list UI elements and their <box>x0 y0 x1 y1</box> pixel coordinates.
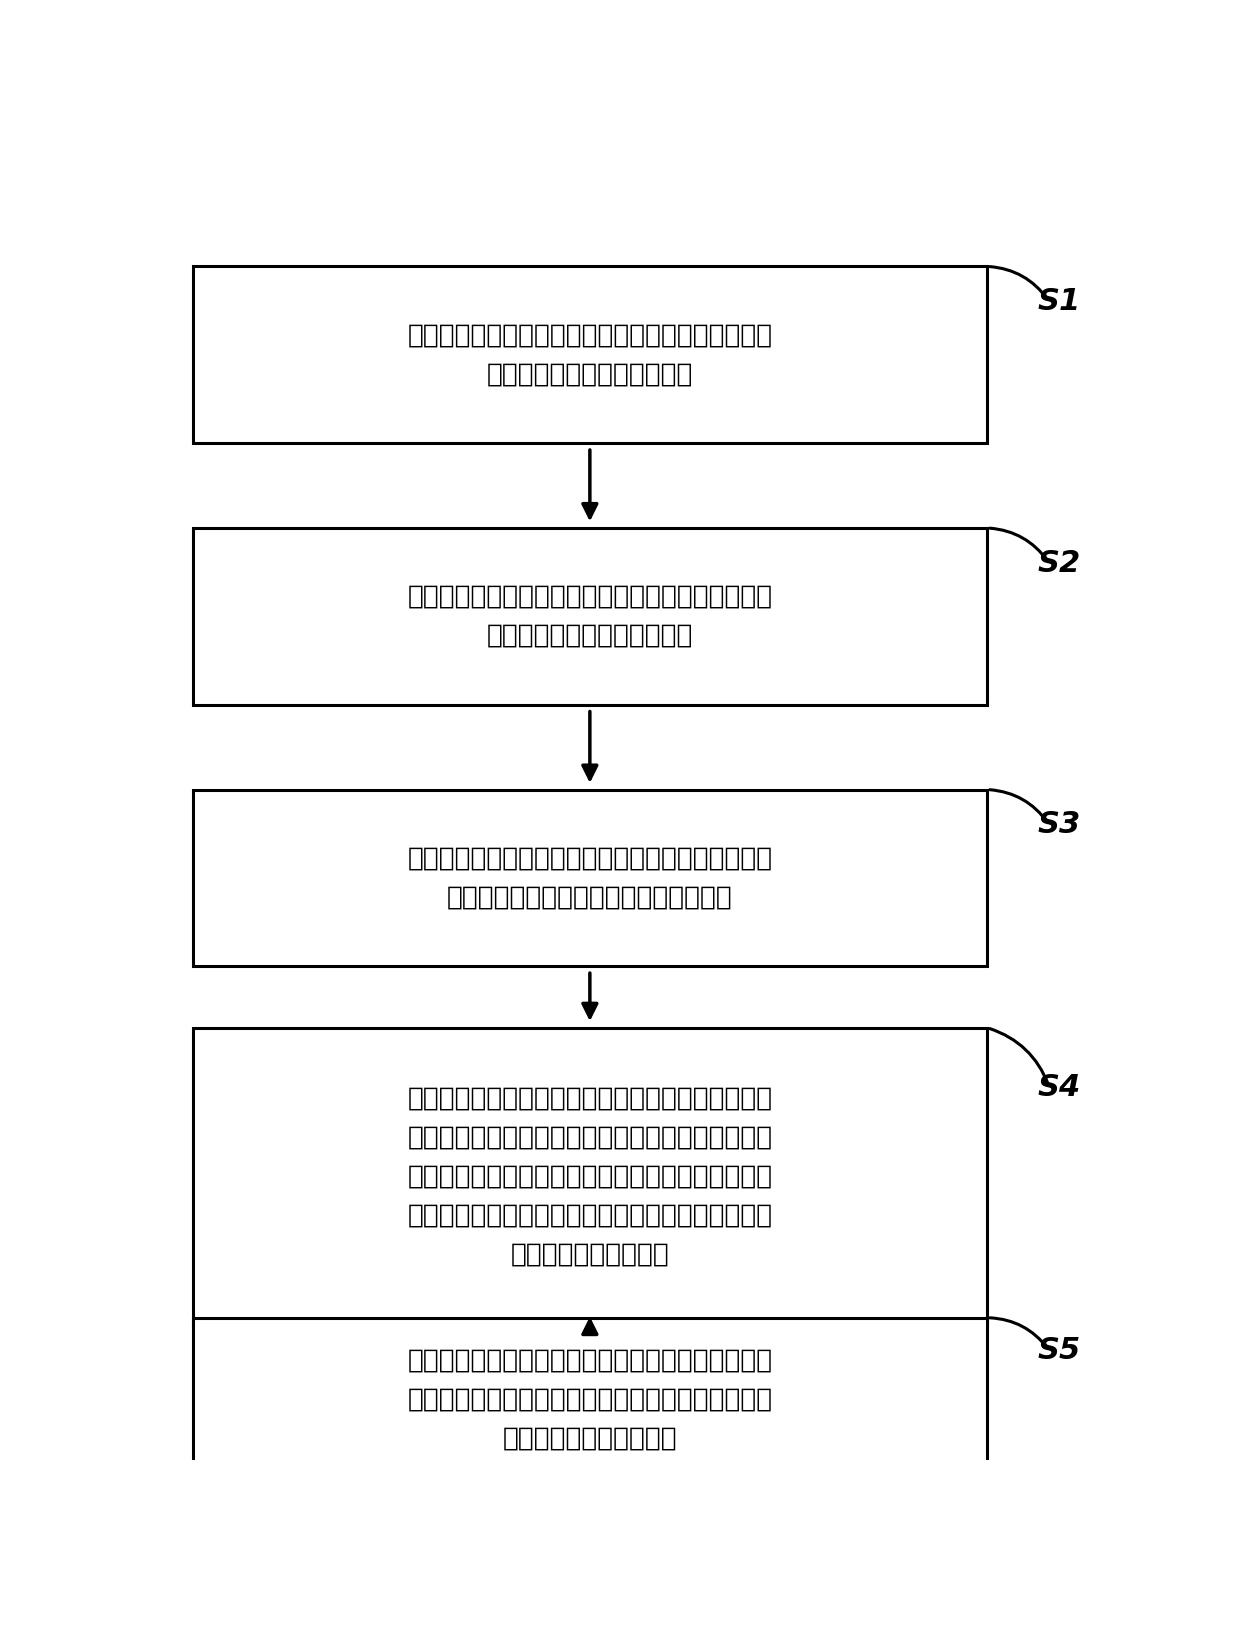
Bar <box>193 266 987 443</box>
Text: 基于目标线路的直径以及第一检测点和第二检测点之
间的距离在第一对应关系模型中查找对应的第一温度
变化范围、基于目标线路的长度以及第一检测点和第
二检测点之间的距: 基于目标线路的直径以及第一检测点和第二检测点之 间的距离在第一对应关系模型中查找… <box>408 1085 772 1267</box>
Bar <box>193 1318 987 1482</box>
Bar <box>193 789 987 967</box>
Text: S5: S5 <box>1037 1336 1081 1365</box>
Bar <box>193 528 987 706</box>
Text: 基于对第一检测点和第二检测点处的温度、第一温度
变化范围、第二温度变化范围的分析结果调控目标线
路上断路器的工作状态。: 基于对第一检测点和第二检测点处的温度、第一温度 变化范围、第二温度变化范围的分析… <box>408 1347 772 1452</box>
Text: S2: S2 <box>1037 548 1081 578</box>
Text: S4: S4 <box>1037 1073 1081 1101</box>
Text: S3: S3 <box>1037 811 1081 840</box>
Text: 建立线路直径、检测点距离与温度变化范围三者之间
的第一对应关系模型并存储；: 建立线路直径、检测点距离与温度变化范围三者之间 的第一对应关系模型并存储； <box>408 322 772 387</box>
Text: S1: S1 <box>1037 287 1081 317</box>
Bar <box>193 1027 987 1324</box>
Text: 建立线路长度、检测点距离与温度变化范围三者之间
的第二对应关系模型并存储；: 建立线路长度、检测点距离与温度变化范围三者之间 的第二对应关系模型并存储； <box>408 584 772 648</box>
Text: 采集目标线路的直径和长度，分别采集目标线路上设
置的第一检测点和第二检测点处的温度；: 采集目标线路的直径和长度，分别采集目标线路上设 置的第一检测点和第二检测点处的温… <box>408 845 772 911</box>
